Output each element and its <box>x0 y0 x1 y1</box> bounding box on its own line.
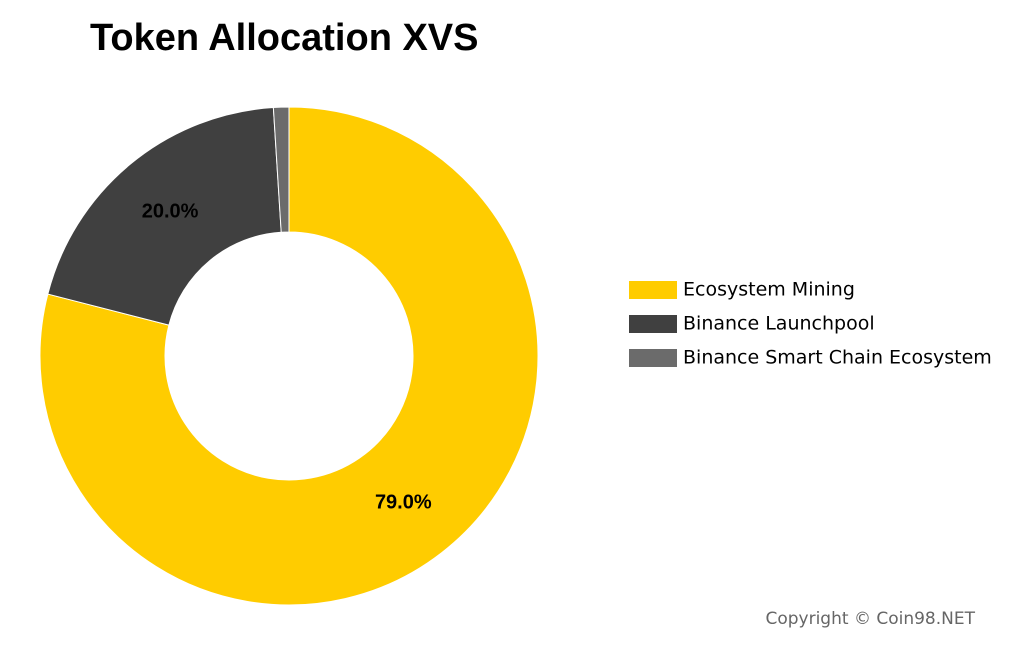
data-label: 79.0% <box>375 492 432 514</box>
donut-slice <box>272 106 290 233</box>
donut-slice <box>47 106 282 326</box>
legend-swatch <box>629 349 677 367</box>
copyright: Copyright © Coin98.NET <box>765 609 975 629</box>
chart-title: Token Allocation XVS <box>90 17 479 59</box>
legend-swatch <box>629 281 677 299</box>
donut-slice <box>39 106 539 606</box>
legend-label: Binance Smart Chain Ecosystem <box>683 347 992 369</box>
data-label: 20.0% <box>142 201 199 223</box>
legend-label: Ecosystem Mining <box>683 279 855 301</box>
legend-swatch <box>629 315 677 333</box>
legend-label: Binance Launchpool <box>683 313 875 335</box>
